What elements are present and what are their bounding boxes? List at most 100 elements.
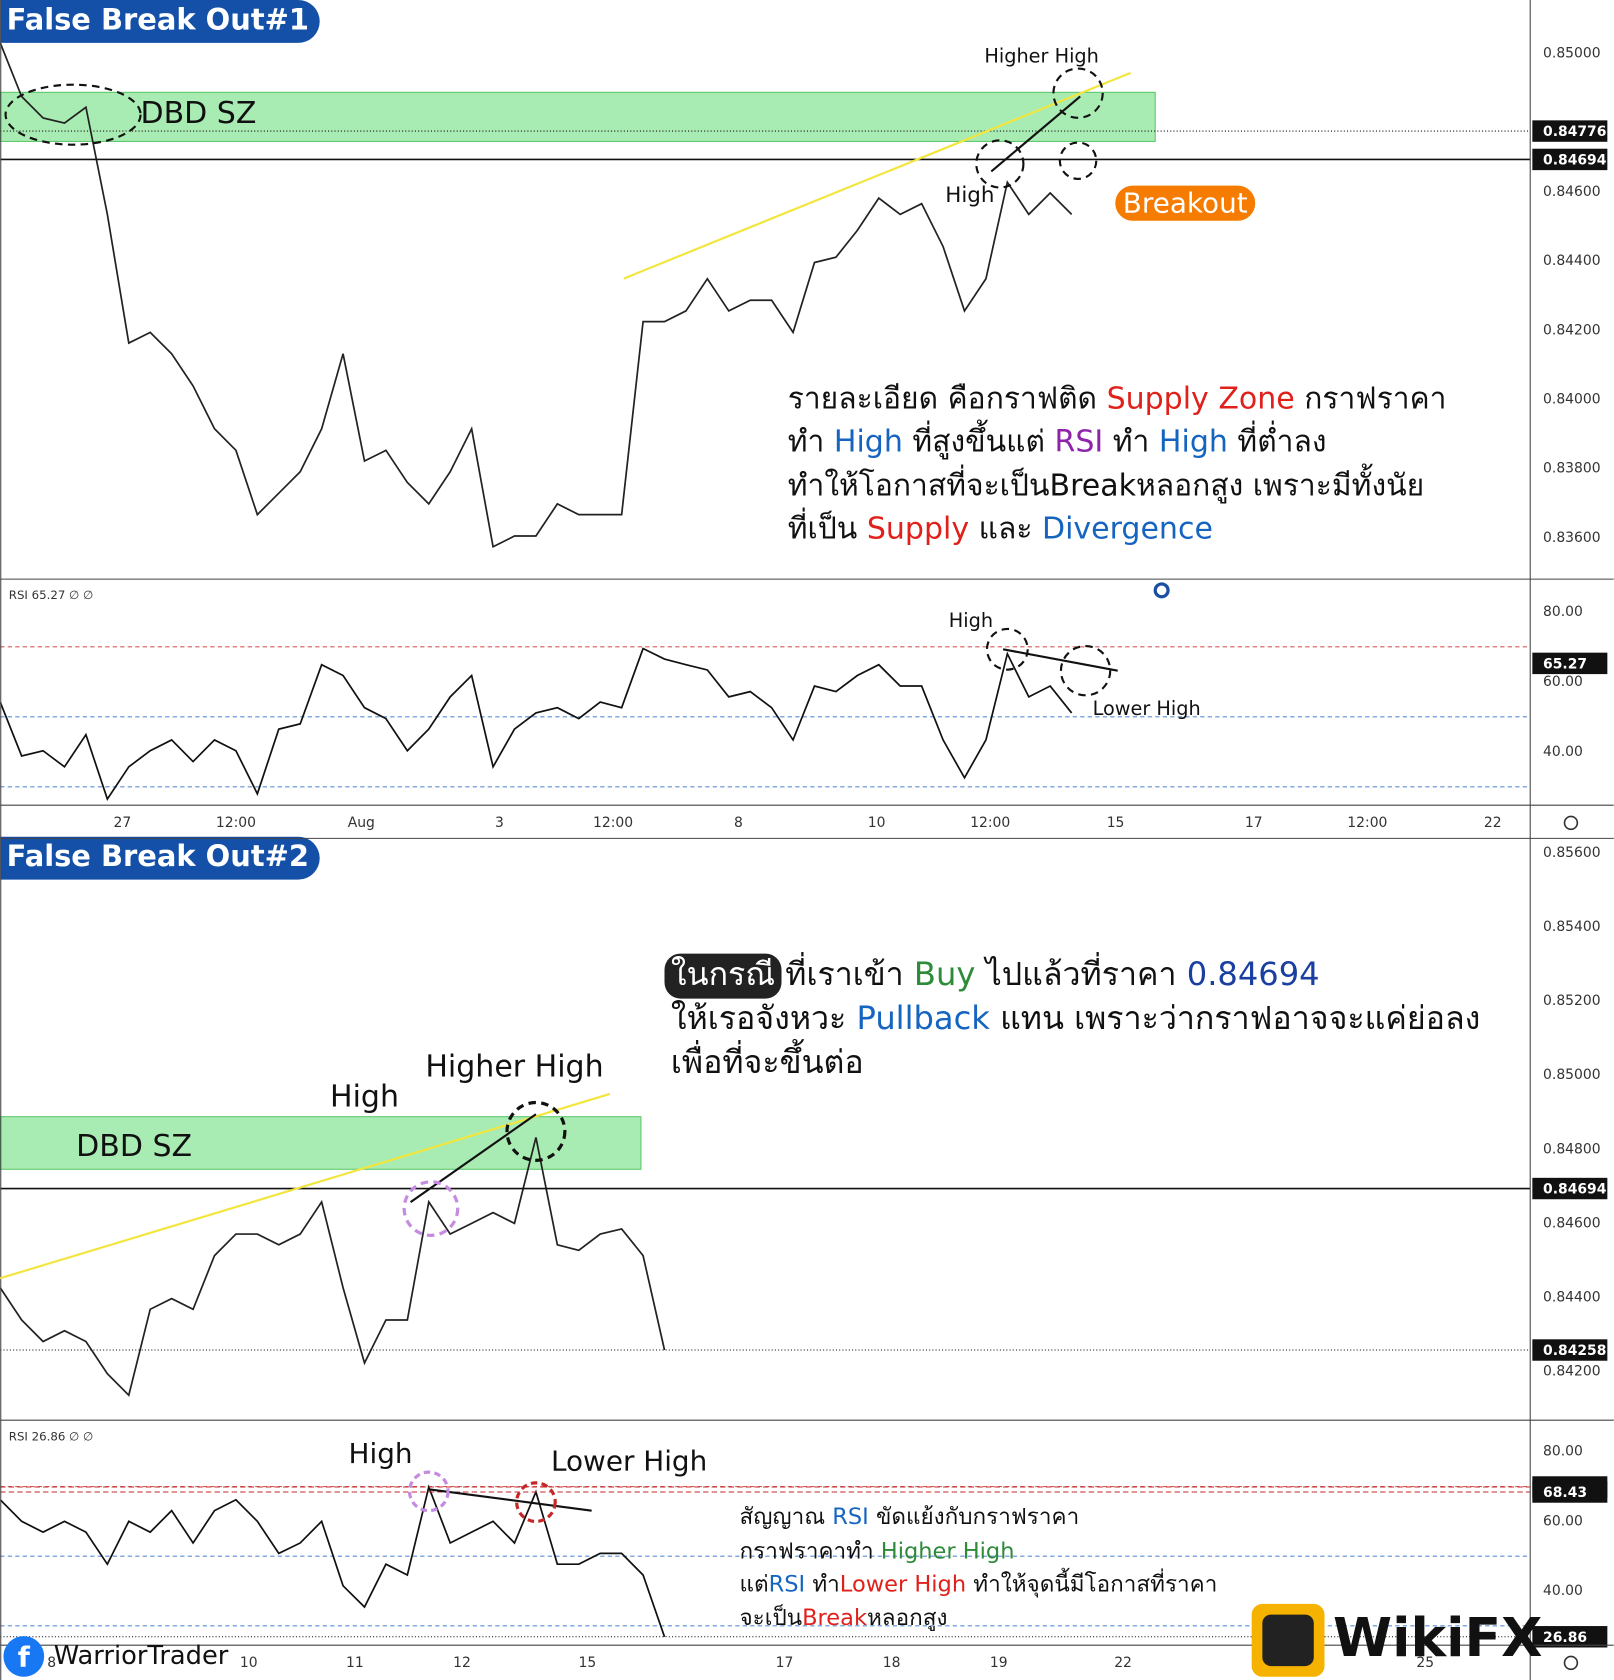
x-tick-label: 12:00 <box>970 815 1010 831</box>
footer: f WarriorTrader WikiFX <box>3 1603 1542 1677</box>
annotation-badge <box>664 953 782 999</box>
annotation: สัญญาณ RSI ขัดแย้งกับกราฟราคา <box>740 1504 1080 1530</box>
annotation-segment: Lower High <box>840 1571 966 1597</box>
annotation-segment: แทน เพราะว่ากราฟอาจจะแค่ย่อลง <box>990 999 1480 1037</box>
x-tick-label: 8 <box>734 815 743 831</box>
chart-title: False Break Out#1 <box>7 2 309 36</box>
price-line <box>0 42 1073 549</box>
annotation: High <box>330 1080 399 1115</box>
cursor-dot <box>1153 582 1170 599</box>
trend-line <box>623 71 1131 280</box>
chart-panel: DBD SZ 0.84200 0.84400 0.84600 0.84800 0.8500… <box>0 836 1608 1397</box>
annotation-line <box>428 1488 592 1512</box>
highlight-circle <box>407 1470 450 1513</box>
zone-label: DBD SZ <box>140 96 256 131</box>
annotation-segment: ที่ต่ำลง <box>1228 420 1327 459</box>
annotation: ที่เป็น Supply และ Divergence <box>788 507 1213 546</box>
annotation-segment: ที่เป็น <box>788 507 867 546</box>
x-tick-label: 12 <box>453 1655 471 1671</box>
x-tick-label: 12:00 <box>1347 815 1387 831</box>
level-label: 26.86 <box>1543 1630 1587 1646</box>
annotation-segment: Divergence <box>1042 511 1213 546</box>
x-tick-label: 22 <box>1484 815 1502 831</box>
annotation: รายละเอียด คือกราฟติด Supply Zone กราฟรา… <box>788 381 1447 416</box>
annotation-segment: รายละเอียด คือกราฟติด <box>788 381 1107 416</box>
x-tick-label: 22 <box>1114 1655 1132 1671</box>
chart-panel: 40.0060.0080.0069.8768.4326.868101112151… <box>0 1429 1608 1671</box>
annotation-segment: RSI <box>1054 424 1103 459</box>
annotation-segment: ทำให้จุดนี้มีโอกาสที่ราคา <box>966 1567 1217 1597</box>
annotation-segment: RSI <box>832 1504 869 1530</box>
x-tick-label: 8 <box>47 1655 56 1671</box>
highlight-circle <box>975 139 1025 189</box>
annotation: จะเป็นBreakหลอกสูง <box>740 1602 948 1630</box>
annotation-segment: ที่เราเข้า <box>775 952 914 993</box>
y-tick-label: 60.00 <box>1543 674 1583 690</box>
y-tick-label: 60.00 <box>1543 1513 1583 1529</box>
level-label: 0.84694 <box>1543 152 1607 168</box>
title-badge <box>0 836 320 880</box>
annotation-segment: Break <box>802 1604 867 1630</box>
annotation-segment: High <box>834 424 903 459</box>
annotation-segment: เพื่อที่จะขึ้นต่อ <box>671 1038 864 1081</box>
y-tick-label: 40.00 <box>1543 744 1583 760</box>
facebook-icon <box>3 1636 45 1677</box>
x-tick-label: 18 <box>883 1655 901 1671</box>
y-tick-label: 0.85200 <box>1543 993 1601 1009</box>
trend-line <box>0 1092 611 1280</box>
x-tick-label: 11 <box>346 1655 364 1671</box>
settings-icon[interactable] <box>1563 1655 1579 1671</box>
annotation-segment: ทำ <box>788 424 834 459</box>
settings-icon[interactable] <box>1563 815 1579 831</box>
level-label: 0.84694 <box>1543 1182 1607 1198</box>
annotation: High <box>949 609 993 632</box>
annotation: แต่RSI ทำLower High ทำให้จุดนี้มีโอกาสที… <box>740 1567 1218 1597</box>
annotation-segment: และ <box>969 511 1042 546</box>
y-tick-label: 0.85000 <box>1543 1067 1601 1083</box>
annotation: เพื่อที่จะขึ้นต่อ <box>671 1038 864 1081</box>
annotation-segment: Buy <box>914 955 975 993</box>
y-tick-label: 0.85400 <box>1543 919 1601 935</box>
highlight-circle <box>1059 645 1112 697</box>
indicator-header: RSI 26.86 ∅ ∅ <box>9 1429 94 1443</box>
annotation-segment: ให้เรอจังหวะ <box>671 999 857 1037</box>
y-tick-label: 0.84200 <box>1543 322 1601 338</box>
annotation: Higher High <box>425 1050 603 1085</box>
annotation-segment: ทำให้โอกาสที่จะเป็นBreakหลอกสูง เพราะมีท… <box>788 463 1424 503</box>
annotation-segment: ทำ <box>805 1571 840 1597</box>
annotation-segment: ที่สูงขึ้นแต่ <box>903 419 1055 459</box>
annotation-segment: RSI <box>769 1571 806 1597</box>
annotation: ทำ High ที่สูงขึ้นแต่ RSI ทำ High ที่ต่ำ… <box>788 419 1327 459</box>
highlight-circle <box>505 1100 567 1162</box>
annotation-segment: ไปแล้วที่ราคา <box>975 952 1186 993</box>
annotation-segment: Pullback <box>857 999 991 1037</box>
x-tick-label: 15 <box>579 1655 597 1671</box>
annotation-segment: ในกรณี <box>671 955 775 993</box>
highlight-circle <box>4 83 142 146</box>
y-tick-label: 0.84000 <box>1543 391 1601 407</box>
chart-title: False Break Out#2 <box>7 839 309 873</box>
annotation: Lower High <box>551 1445 707 1478</box>
annotation-segment: Supply Zone <box>1107 381 1295 416</box>
y-tick-label: 0.84600 <box>1543 1215 1601 1231</box>
title-badge <box>0 0 320 43</box>
annotation-segment: สัญญาณ <box>740 1504 833 1530</box>
annotation-segment: Supply <box>867 511 969 546</box>
highlight-circle <box>1052 67 1104 119</box>
level-box <box>1532 1626 1608 1648</box>
x-tick-label: Aug <box>348 815 375 831</box>
y-tick-label: 0.85000 <box>1543 46 1601 62</box>
drawings <box>0 67 1579 1671</box>
highlight-circle <box>402 1180 460 1237</box>
x-tick-label: 27 <box>114 815 132 831</box>
x-tick-label: 10 <box>868 815 886 831</box>
x-tick-label: 17 <box>1245 815 1263 831</box>
annotation-segment: จะเป็น <box>740 1602 803 1630</box>
annotation-segment: 0.84694 <box>1187 955 1320 993</box>
annotation-badge <box>1113 183 1258 223</box>
x-tick-label: 15 <box>1107 815 1125 831</box>
price-line <box>0 1484 666 1638</box>
supply-zone <box>0 91 1156 142</box>
highlight-circle <box>515 1481 557 1524</box>
